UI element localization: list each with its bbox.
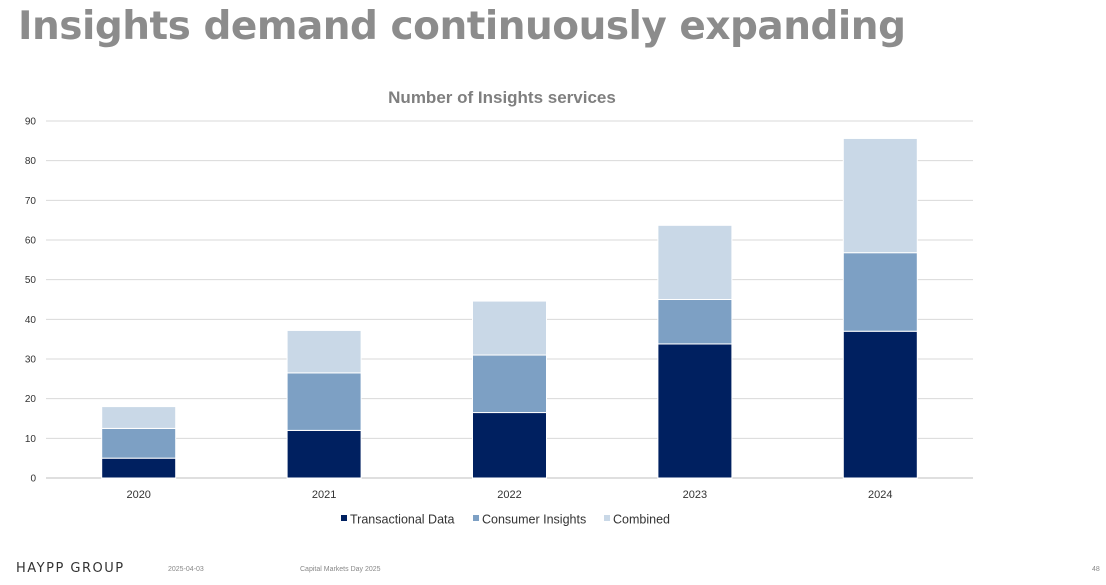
x-axis: 2020 2021 2022 2023 2024	[126, 489, 892, 501]
x-tick-label: 2021	[312, 489, 336, 501]
bar-segment-transactional-data	[472, 412, 547, 479]
legend-label: Transactional Data	[350, 513, 454, 527]
page-number: 48	[1092, 566, 1100, 573]
x-tick-label: 2022	[497, 489, 521, 501]
y-tick-label: 30	[25, 355, 37, 366]
bar-segment-transactional-data	[286, 429, 362, 479]
footer-date: 2025-04-03	[168, 566, 204, 573]
bar-segment-combined	[472, 300, 547, 356]
company-logo: HAYPP GROUP	[16, 561, 125, 576]
legend-label: Combined	[613, 513, 670, 527]
legend-swatch	[473, 515, 479, 521]
slide-title: Insights demand continuously expanding	[18, 4, 906, 49]
bar-segment-combined	[286, 329, 362, 374]
y-tick-label: 10	[25, 434, 37, 445]
x-tick-label: 2023	[683, 489, 707, 501]
y-tick-label: 60	[25, 236, 37, 247]
chart-title: Number of Insights services	[388, 88, 616, 107]
legend: Transactional Data Consumer Insights Combi…	[341, 513, 670, 527]
bar-segment-combined	[657, 224, 733, 300]
bar-segment-consumer-insights	[472, 354, 547, 414]
y-tick-label: 80	[25, 156, 37, 167]
y-axis: 0 10 20 30 40 50 60 70 80 90	[25, 117, 37, 485]
legend-swatch	[604, 515, 610, 521]
bar-segment-combined	[842, 137, 918, 254]
bars	[101, 137, 918, 479]
bar-segment-consumer-insights	[842, 252, 918, 332]
bar-segment-transactional-data	[657, 343, 733, 479]
bar-segment-transactional-data	[101, 457, 177, 479]
bar-segment-consumer-insights	[286, 372, 362, 431]
x-tick-label: 2020	[126, 489, 150, 501]
bar-segment-transactional-data	[842, 330, 918, 479]
x-tick-label: 2024	[868, 489, 892, 501]
bar-segment-consumer-insights	[657, 299, 733, 345]
y-tick-label: 70	[25, 196, 37, 207]
legend-swatch	[341, 515, 347, 521]
y-tick-label: 50	[25, 275, 37, 286]
y-tick-label: 40	[25, 315, 37, 326]
bar-segment-consumer-insights	[101, 427, 177, 459]
legend-label: Consumer Insights	[482, 513, 586, 527]
y-tick-label: 90	[25, 117, 37, 128]
y-tick-label: 20	[25, 394, 37, 405]
y-tick-label: 0	[30, 474, 36, 485]
footer-event: Capital Markets Day 2025	[300, 566, 381, 573]
bar-segment-combined	[101, 406, 177, 429]
